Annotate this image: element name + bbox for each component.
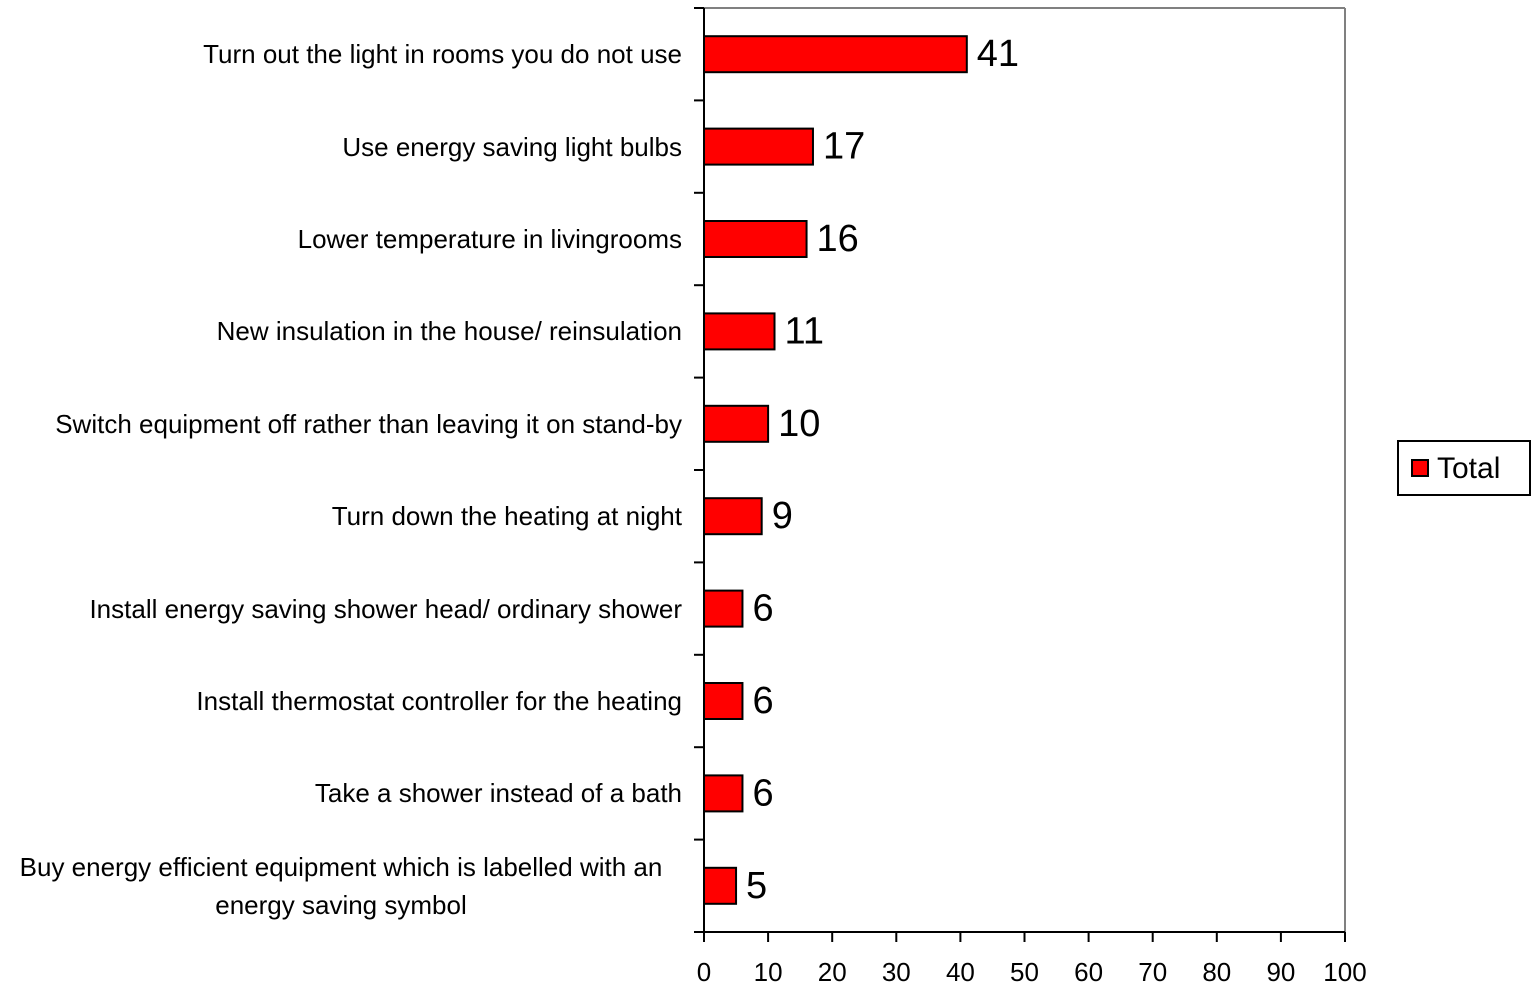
- legend-marker: [1411, 459, 1429, 477]
- bar: [703, 497, 763, 536]
- data-label: 6: [752, 772, 773, 814]
- x-tick-label: 50: [1010, 957, 1039, 987]
- data-label: 6: [752, 680, 773, 722]
- category-text: Use energy saving light bulbs: [342, 131, 682, 162]
- category-text: Take a shower instead of a bath: [314, 778, 682, 809]
- bar: [703, 866, 738, 905]
- category-label: Lower temperature in livingrooms: [0, 220, 682, 258]
- category-label: Switch equipment off rather than leaving…: [0, 405, 682, 443]
- data-label: 9: [772, 495, 793, 537]
- data-label: 17: [823, 126, 865, 168]
- x-tick-label: 100: [1323, 957, 1366, 987]
- bar: [703, 220, 808, 258]
- category-text: Install thermostat controller for the he…: [196, 686, 682, 716]
- category-text: Install energy saving shower head/ ordin…: [89, 593, 682, 624]
- data-label: 11: [785, 310, 824, 352]
- category-label: Install energy saving shower head/ ordin…: [0, 590, 682, 628]
- category-text: Buy energy efficient equipment which is …: [19, 851, 663, 920]
- x-tick-label: 0: [697, 957, 711, 987]
- category-label: Use energy saving light bulbs: [0, 128, 682, 166]
- category-text: Turn out the light in rooms you do not u…: [203, 39, 682, 70]
- x-tick-label: 70: [1138, 957, 1167, 987]
- category-text: Switch equipment off rather than leaving…: [55, 408, 682, 439]
- x-tick-label: 30: [882, 957, 911, 987]
- x-tick-label: 40: [946, 957, 975, 987]
- category-label: Buy energy efficient equipment which is …: [0, 848, 682, 924]
- bar: [703, 35, 968, 74]
- category-label: Install thermostat controller for the he…: [0, 682, 682, 720]
- category-label: Turn down the heating at night: [0, 497, 682, 535]
- data-label: 5: [746, 865, 767, 907]
- data-label: 6: [752, 588, 773, 630]
- data-label: 10: [778, 403, 820, 445]
- bar: [703, 404, 770, 443]
- x-tick-label: 10: [754, 957, 783, 987]
- x-tick-label: 80: [1202, 957, 1231, 987]
- bar: [703, 774, 744, 813]
- category-text: Lower temperature in livingrooms: [297, 224, 682, 254]
- x-tick-label: 60: [1074, 957, 1103, 987]
- bar: [703, 312, 776, 351]
- category-text: New insulation in the house/ reinsulatio…: [216, 316, 682, 347]
- data-label: 16: [817, 218, 859, 260]
- category-label: Turn out the light in rooms you do not u…: [0, 35, 682, 73]
- data-label: 41: [977, 33, 1019, 75]
- bar: [703, 589, 744, 628]
- bar: [703, 127, 814, 166]
- category-label: Take a shower instead of a bath: [0, 774, 682, 812]
- x-tick-label: 90: [1266, 957, 1295, 987]
- bar: [703, 682, 744, 720]
- x-tick-label: 20: [818, 957, 847, 987]
- category-text: Turn down the heating at night: [331, 501, 682, 532]
- category-label: New insulation in the house/ reinsulatio…: [0, 312, 682, 350]
- legend-label: Total: [1437, 452, 1500, 485]
